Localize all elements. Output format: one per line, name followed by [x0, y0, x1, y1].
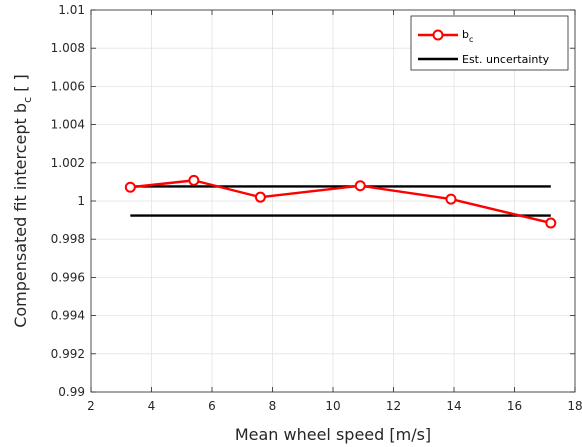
x-tick-label: 10	[325, 399, 340, 413]
x-tick-label: 18	[567, 399, 582, 413]
data-point-bc	[124, 181, 136, 193]
y-tick-label: 1	[77, 194, 85, 208]
x-tick-label: 12	[386, 399, 401, 413]
x-tick-label: 8	[269, 399, 277, 413]
legend-box	[410, 15, 569, 71]
y-tick-label: 1.01	[58, 3, 85, 17]
legend-marker-bc	[432, 29, 444, 41]
y-tick-label: 0.99	[58, 385, 85, 399]
y-tick-label: 1.002	[51, 156, 85, 170]
y-axis-label-subscript: c	[21, 97, 34, 103]
legend: bc Est. uncertainty	[410, 15, 569, 71]
y-tick-label: 1.008	[51, 41, 85, 55]
y-axis-label-unit: [ ]	[11, 74, 30, 97]
y-tick-label: 0.996	[51, 270, 85, 284]
x-tick-label: 6	[208, 399, 216, 413]
series-layer	[124, 174, 557, 229]
y-axis-label: Compensated fit intercept bc [ ]	[11, 74, 34, 328]
legend-label-bc: bc	[462, 28, 473, 44]
data-point-bc	[445, 193, 457, 205]
x-tick-label: 14	[446, 399, 461, 413]
x-axis-label: Mean wheel speed [m/s]	[235, 425, 431, 444]
legend-label-uncertainty: Est. uncertainty	[462, 53, 550, 66]
x-tick-label: 2	[87, 399, 95, 413]
y-tick-label: 1.004	[51, 118, 85, 132]
y-tick-label: 0.998	[51, 232, 85, 246]
legend-label-bc-main: b	[462, 28, 469, 41]
data-point-bc	[354, 180, 366, 192]
x-tick-label: 4	[148, 399, 156, 413]
legend-label-bc-sub: c	[469, 35, 473, 44]
y-tick-label: 0.992	[51, 347, 85, 361]
data-point-bc	[254, 191, 266, 203]
y-axis-label-main: Compensated fit intercept b	[11, 103, 30, 328]
y-tick-label: 1.006	[51, 79, 85, 93]
data-point-bc	[545, 217, 557, 229]
axis-ticks: 2 4 6 8 10 12 14 16 18 0.99 0.992 0.994 0.996 0.998 1 1…	[51, 3, 582, 413]
x-tick-label: 16	[507, 399, 522, 413]
data-point-bc	[188, 174, 200, 186]
y-tick-label: 0.994	[51, 309, 85, 323]
series-line-bc	[130, 179, 552, 225]
